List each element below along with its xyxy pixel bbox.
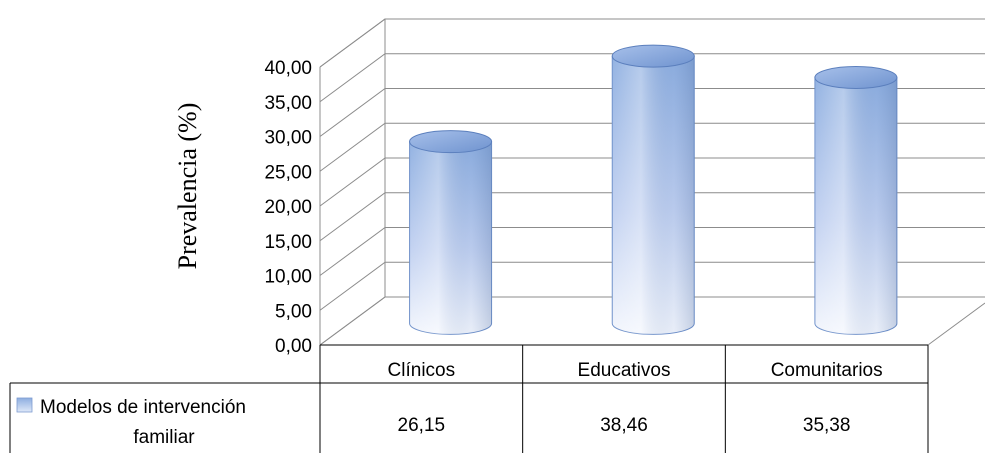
gridlines [319, 18, 985, 346]
y-tick-label: 20,00 [264, 197, 312, 218]
bar-shading [612, 56, 695, 335]
data-table: Clínicos Educativos Comunitarios 26,15 38,46… [9, 344, 929, 453]
floor-right-edge [927, 302, 985, 346]
gridline [319, 122, 985, 172]
category-label: Clínicos [388, 360, 456, 381]
category-label: Educativos [578, 360, 671, 381]
category-label: Comunitarios [771, 360, 883, 381]
y-tick-label: 30,00 [264, 128, 312, 149]
gridline [319, 227, 985, 276]
value-label: 38,46 [600, 415, 648, 436]
value-label: 35,38 [803, 415, 851, 436]
y-tick-label: 15,00 [264, 232, 312, 253]
bar-comunitarios [814, 66, 898, 335]
bars [409, 44, 898, 335]
gridline [319, 261, 985, 311]
gridline [319, 53, 985, 103]
bar-top [814, 66, 898, 90]
legend-swatch [16, 397, 33, 413]
y-tick-label: 5,00 [275, 301, 312, 322]
bar-shading [814, 77, 897, 335]
gridline [319, 192, 985, 242]
y-axis-ticks: 0,00 5,00 10,00 15,00 20,00 25,00 30,00 35,00 40… [264, 58, 312, 357]
bar-top [611, 44, 695, 68]
bar-educativos [611, 44, 695, 335]
y-tick-label: 40,00 [264, 58, 312, 79]
legend-label: Modelos de intervención [40, 397, 246, 418]
y-axis-label: Prevalencia (%) [173, 103, 202, 270]
y-tick-label: 35,00 [264, 93, 312, 114]
y-tick-label: 10,00 [264, 267, 312, 288]
gridline [319, 18, 985, 68]
y-tick-label: 0,00 [275, 336, 312, 357]
value-label: 26,15 [398, 415, 446, 436]
bar-shading [409, 141, 492, 335]
bar-top [409, 130, 493, 154]
y-tick-label: 25,00 [264, 162, 312, 183]
gridline [319, 296, 985, 346]
legend-label: familiar [133, 427, 195, 448]
gridline [319, 88, 985, 137]
gridline [319, 157, 985, 207]
bar-clínicos [409, 130, 493, 335]
